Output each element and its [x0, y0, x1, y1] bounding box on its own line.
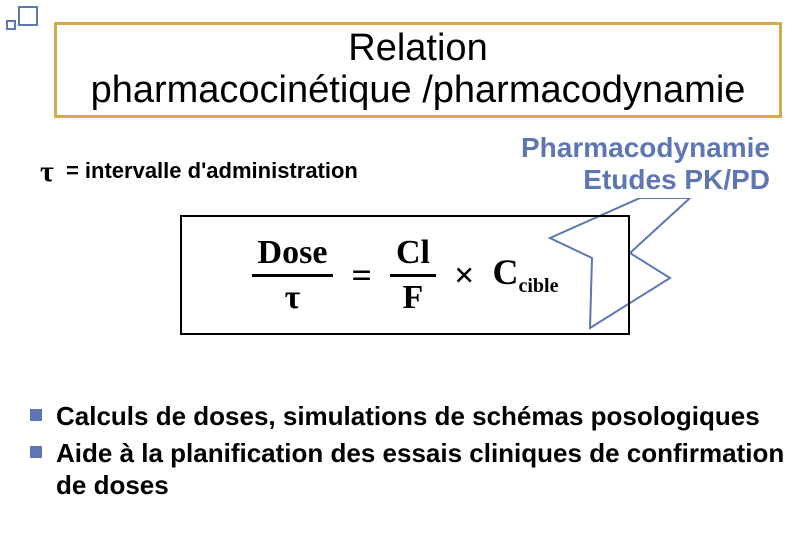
c-label: C: [492, 252, 518, 292]
frac2-numerator: Cl: [390, 232, 436, 273]
bullet-marker: [30, 446, 42, 458]
bullet-text: Aide à la planification des essais clini…: [56, 437, 790, 502]
bullet-marker: [30, 409, 42, 421]
slide: Relation pharmacocinétique /pharmacodyna…: [0, 0, 810, 540]
frac2-denominator: F: [397, 277, 430, 318]
c-subscript: cible: [518, 276, 558, 298]
title-box: Relation pharmacocinétique /pharmacodyna…: [54, 22, 782, 118]
tau-symbol: τ: [40, 155, 54, 188]
tau-label: = intervalle d'administration: [66, 158, 358, 183]
frac1-denominator: τ: [279, 277, 307, 318]
corner-square-big: [18, 6, 38, 26]
tau-definition: τ = intervalle d'administration: [40, 155, 358, 189]
times-sign: ×: [446, 254, 483, 296]
fraction-cl-f: Cl F: [390, 232, 436, 318]
corner-square-small: [6, 20, 16, 30]
bullet-item: Calculs de doses, simulations de schémas…: [30, 400, 790, 433]
equals-sign: =: [343, 254, 380, 296]
bullet-text: Calculs de doses, simulations de schémas…: [56, 400, 760, 433]
c-cible: Ccible: [492, 251, 558, 298]
frac1-numerator: Dose: [252, 232, 334, 273]
fraction-dose-tau: Dose τ: [252, 232, 334, 318]
callout-label: Pharmacodynamie Etudes PK/PD: [521, 132, 770, 196]
slide-title: Relation pharmacocinétique /pharmacodyna…: [91, 28, 746, 112]
callout-line2: Etudes PK/PD: [521, 164, 770, 196]
bullet-item: Aide à la planification des essais clini…: [30, 437, 790, 502]
callout-line1: Pharmacodynamie: [521, 132, 770, 164]
bullet-list: Calculs de doses, simulations de schémas…: [30, 400, 790, 506]
equation-box: Dose τ = Cl F × Ccible: [180, 215, 630, 335]
